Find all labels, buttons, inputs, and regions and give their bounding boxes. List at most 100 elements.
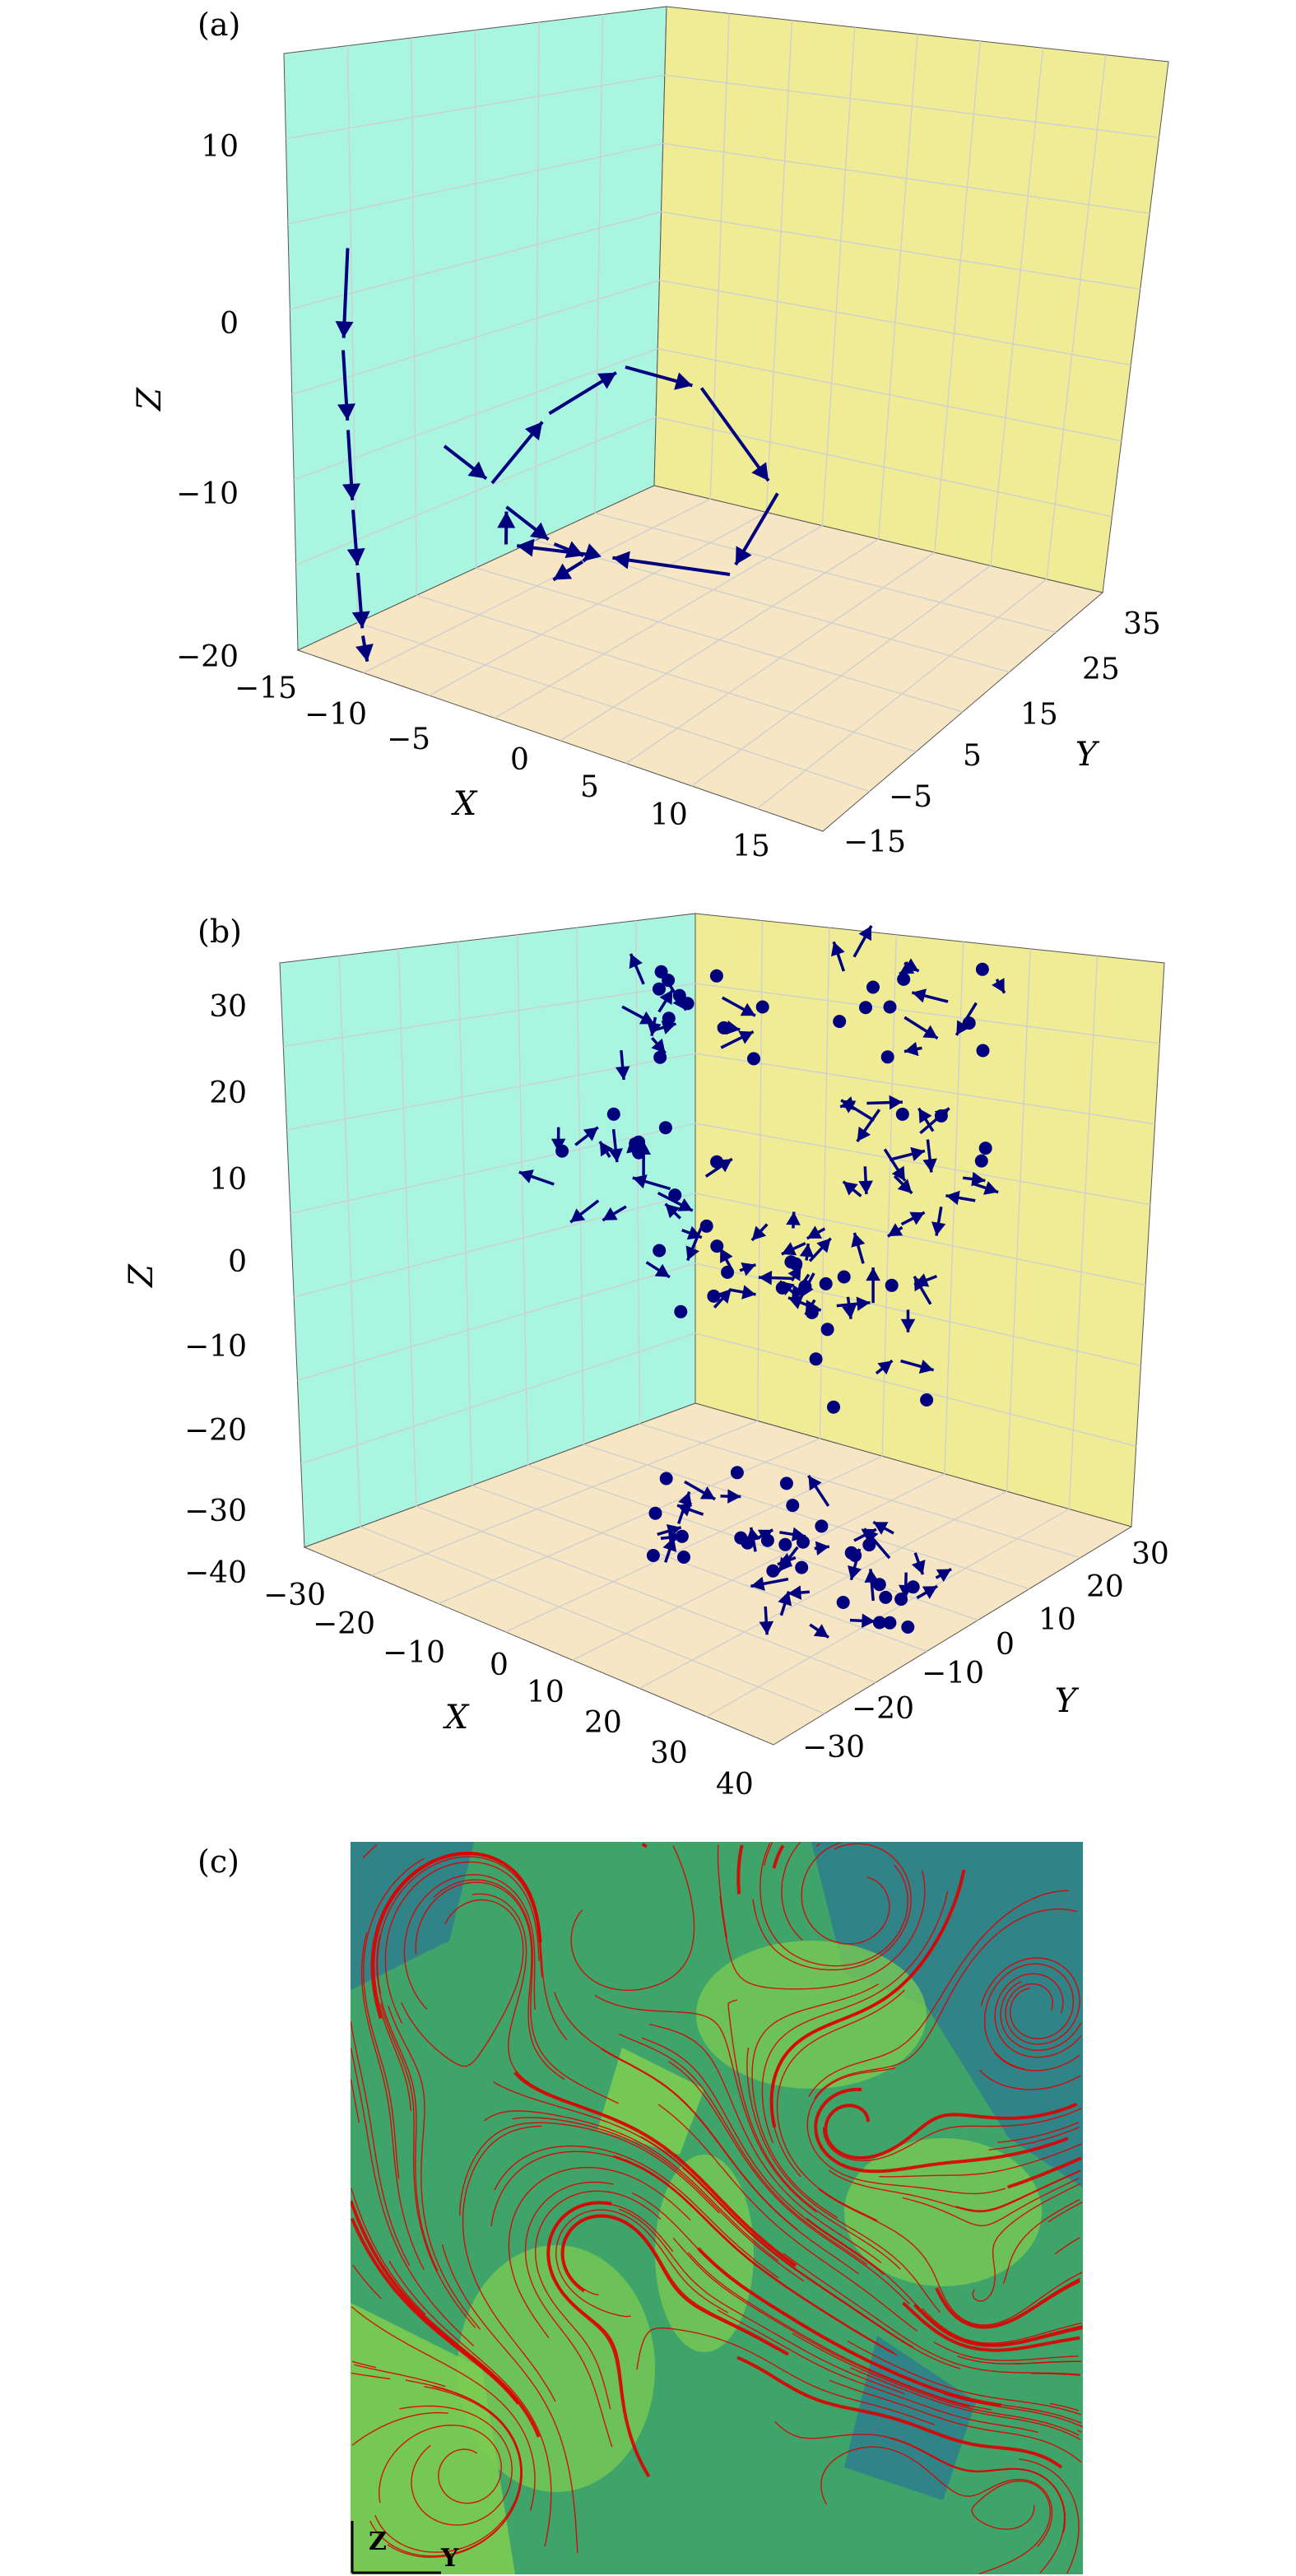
quiver-dot — [707, 1289, 721, 1303]
grid-line — [694, 1053, 1155, 1125]
quiver-dot — [974, 1154, 988, 1168]
streamline — [772, 1844, 785, 1869]
streamline — [636, 2327, 936, 2426]
arrow-head — [805, 1300, 819, 1315]
field-patch — [696, 1941, 927, 2089]
streamline — [376, 1856, 543, 1995]
streamline — [770, 1923, 946, 2178]
quiver-dot — [672, 988, 686, 1002]
streamline — [994, 1973, 1082, 2058]
arrow-head — [750, 1576, 765, 1592]
grid-line — [290, 1123, 696, 1214]
panel-label-c: (c) — [197, 1844, 239, 1880]
quiver-dot — [836, 1596, 850, 1609]
arrow-head — [661, 1020, 676, 1035]
y-axis-b: 30 20 10 0 −10 −20 −30 — [802, 1537, 1169, 1765]
grid-line — [416, 1505, 876, 1683]
streamline — [955, 2169, 1080, 2211]
y-tick-label: 25 — [1082, 653, 1120, 686]
y-tick-label: 35 — [1123, 607, 1161, 641]
arrow-head — [786, 1211, 801, 1225]
arrow-head — [791, 1527, 806, 1541]
arrow-head — [918, 1108, 932, 1123]
quiver-dot — [659, 1472, 673, 1486]
streamline — [808, 1890, 1070, 2097]
streamline — [524, 2181, 614, 2448]
arrow-head — [851, 1232, 866, 1248]
arrow-head — [639, 1011, 655, 1025]
quiver-dot — [978, 1142, 992, 1155]
grid-line — [429, 511, 767, 696]
streamline — [879, 2143, 1082, 2178]
arrow-head — [983, 1181, 999, 1195]
quiver-dot — [654, 965, 668, 979]
grid-line — [691, 565, 992, 787]
z-tick-label: 10 — [201, 130, 239, 164]
streamline — [806, 2067, 1006, 2195]
field-patch — [597, 2048, 704, 2155]
streamline — [1047, 2202, 1083, 2223]
z-tick-label: 20 — [209, 1076, 247, 1110]
quiver-dot — [901, 1620, 915, 1634]
arrow-head — [636, 1141, 651, 1155]
x-tick-label: 0 — [490, 1648, 509, 1682]
triad-z-label: Z — [369, 2527, 387, 2556]
streamline — [388, 2260, 552, 2547]
chart-a: 10 0 −10 −20 Z −15 −10 −5 0 5 10 15 X 35… — [131, 6, 1169, 863]
z-tick-label: −10 — [176, 477, 239, 511]
arrow-head — [889, 1095, 903, 1110]
quiver-dot — [653, 982, 666, 996]
grid-line — [287, 142, 663, 225]
grid-line — [706, 1508, 1070, 1718]
streamline — [801, 1842, 890, 1945]
arrow-head — [788, 1295, 804, 1309]
streamline — [351, 2078, 360, 2123]
streamline — [824, 2102, 1078, 2160]
arrow-head — [936, 1569, 952, 1583]
grid-line — [664, 74, 1159, 138]
quiver-dot — [866, 980, 880, 994]
arrow-head — [904, 1041, 919, 1057]
arrow-head — [517, 538, 535, 557]
grid-line — [694, 1123, 1150, 1206]
arrow-head — [787, 1585, 802, 1600]
arrow-head — [759, 1620, 774, 1635]
streamline — [351, 2048, 475, 2347]
streamline — [601, 2048, 859, 2275]
y-axis-a: 35 25 15 5 −5 −15 — [843, 607, 1161, 859]
quiver-dot — [872, 1616, 886, 1630]
arrow-head — [971, 1171, 986, 1187]
y-tick-label: 10 — [1038, 1603, 1076, 1637]
arrow-head — [654, 1263, 670, 1277]
x-tick-label: 5 — [580, 770, 599, 804]
arrow-head — [843, 1181, 858, 1196]
quiver-dot — [653, 1244, 667, 1258]
streamline — [369, 2385, 523, 2557]
quiver-dot — [555, 1144, 569, 1158]
grid-line — [990, 48, 1044, 566]
grid-line — [438, 1438, 820, 1605]
z-tick-label: −40 — [184, 1556, 247, 1590]
arrow-head — [726, 1020, 741, 1035]
y-tick-label: 0 — [996, 1628, 1015, 1662]
pane-floor — [303, 1402, 1133, 1746]
streamline — [376, 1934, 439, 2271]
grid-line — [659, 279, 1131, 366]
streamline — [997, 2122, 1080, 2143]
grid-line — [583, 1444, 1029, 1590]
streamline — [814, 1908, 1077, 2099]
streamline — [761, 1890, 949, 2143]
grid-line — [819, 928, 830, 1439]
streamline — [781, 1842, 803, 1941]
streamline — [351, 2372, 391, 2380]
quiver-dot — [809, 1352, 823, 1366]
grid-line — [363, 498, 711, 674]
arrow-head — [801, 1282, 814, 1298]
arrow-head — [873, 1522, 889, 1535]
arrow-head — [792, 1285, 806, 1300]
quiver-dot — [779, 1476, 793, 1490]
y-tick-label: −15 — [843, 825, 906, 859]
streamline — [806, 2218, 1083, 2346]
streamline — [751, 1983, 880, 2219]
field-patches — [351, 1842, 1083, 2574]
